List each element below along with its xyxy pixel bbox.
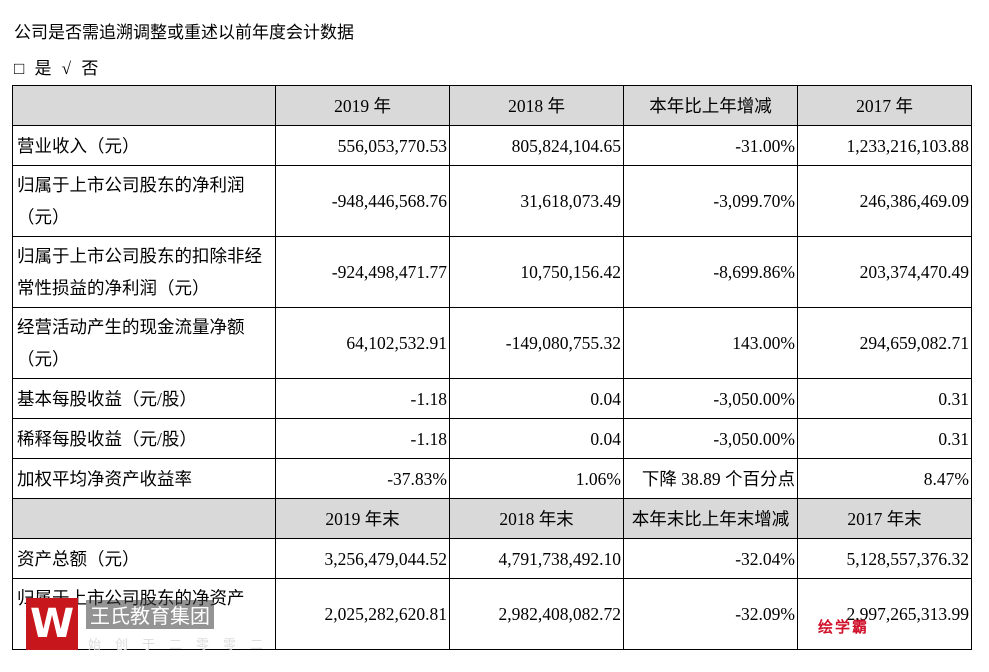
header-row: 2019 年末 2018 年末 本年末比上年末增减 2017 年末 (12, 498, 972, 539)
data-row: 加权平均净资产收益率 -37.83% 1.06% 下降 38.89 个百分点 8.47% (12, 458, 972, 499)
cell: 0.31 (797, 378, 972, 419)
row-label: 资产总额（元） (12, 538, 276, 579)
watermark-name: 王氏教育集团 (86, 600, 214, 629)
cell: -32.09% (623, 578, 798, 650)
header-blank (12, 85, 276, 126)
cell: -3,050.00% (623, 378, 798, 419)
cell: -3,050.00% (623, 418, 798, 459)
cell: -948,446,568.76 (275, 165, 450, 237)
data-row: 资产总额（元） 3,256,479,044.52 4,791,738,492.10-… (12, 538, 972, 579)
watermark-logo: W (26, 598, 78, 650)
column-header: 本年比上年增减 (623, 85, 798, 126)
cell: 0.31 (797, 418, 972, 459)
data-row: 归属于上市公司股东的净利润（元） -948,446,568.76 31,618,07… (12, 165, 972, 237)
cell: 2,982,408,082.72 (449, 578, 624, 650)
row-label: 稀释每股收益（元/股） (12, 418, 276, 459)
column-header: 2019 年末 (275, 498, 450, 539)
cell: -3,099.70% (623, 165, 798, 237)
cell: -1.18 (275, 378, 450, 419)
watermark-founded: 始创于二零零二 (88, 637, 278, 652)
heading: 公司是否需追溯调整或重述以前年度会计数据 (14, 23, 354, 42)
cell: 203,374,470.49 (797, 236, 972, 308)
data-row: 稀释每股收益（元/股） -1.18 0.04 -3,050.00% 0.31 (12, 418, 972, 459)
column-header: 2017 年末 (797, 498, 972, 539)
row-label: 营业收入（元） (12, 125, 276, 166)
cell: -37.83% (275, 458, 450, 499)
row-label: 加权平均净资产收益率 (12, 458, 276, 499)
cell: 8.47% (797, 458, 972, 499)
cell: 0.04 (449, 418, 624, 459)
column-header: 2017 年 (797, 85, 972, 126)
cell: 0.04 (449, 378, 624, 419)
row-label: 归属于上市公司股东的净利润（元） (12, 165, 276, 237)
cell: 294,659,082.71 (797, 307, 972, 379)
header-row: 2019 年 2018 年本年比上年增减 2017 年 (12, 85, 972, 126)
cell: 10,750,156.42 (449, 236, 624, 308)
cell: 4,791,738,492.10 (449, 538, 624, 579)
column-header: 2018 年末 (449, 498, 624, 539)
cell: -924,498,471.77 (275, 236, 450, 308)
data-row: 营业收入（元） 556,053,770.53 805,824,104.65 -31.0… (12, 125, 972, 166)
cell: 2,997,265,313.99 (797, 578, 972, 650)
cell: 64,102,532.91 (275, 307, 450, 379)
watermark-brand: 绘学霸 (818, 618, 870, 636)
choice: □ 是 √ 否 (14, 54, 98, 79)
cell: 5,128,557,376.32 (797, 538, 972, 579)
cell: 1,233,216,103.88 (797, 125, 972, 166)
cell: 805,824,104.65 (449, 125, 624, 166)
watermark: W 王氏教育集团 以人 始创于二零零二 (26, 598, 296, 658)
cell: 556,053,770.53 (275, 125, 450, 166)
cell: 143.00% (623, 307, 798, 379)
cell: 1.06% (449, 458, 624, 499)
cell: -1.18 (275, 418, 450, 459)
header-blank (12, 498, 276, 539)
watermark-slogan: 以人 (238, 608, 266, 623)
column-header: 2019 年 (275, 85, 450, 126)
data-row: 归属于上市公司股东的净资产（元）2,025,282,620.812,982,40… (12, 578, 972, 650)
checkbox: □ (14, 59, 25, 78)
cell: 下降 38.89 个百分点 (623, 458, 798, 499)
data-row: 归属于上市公司股东的扣除非经常性损益的净利润（元） -924,498,471.77… (12, 236, 972, 308)
cell: -31.00% (623, 125, 798, 166)
row-label: 经营活动产生的现金流量净额（元） (12, 307, 276, 379)
column-header: 本年末比上年末增减 (623, 498, 798, 539)
cell: -32.04% (623, 538, 798, 579)
column-header: 2018 年 (449, 85, 624, 126)
yes: 是 (34, 59, 52, 78)
check: √ (61, 59, 72, 78)
cell: 3,256,479,044.52 (275, 538, 450, 579)
data-table: 2019 年 2018 年本年比上年增减 2017 年营业收入（元） 556,053,… (12, 85, 972, 650)
row-label: 归属于上市公司股东的扣除非经常性损益的净利润（元） (12, 236, 276, 308)
cell: 31,618,073.49 (449, 165, 624, 237)
no: 否 (81, 59, 99, 78)
cell: -8,699.86% (623, 236, 798, 308)
cell: 246,386,469.09 (797, 165, 972, 237)
cell: -149,080,755.32 (449, 307, 624, 379)
cell: 2,025,282,620.81 (275, 578, 450, 650)
data-row: 经营活动产生的现金流量净额（元） 64,102,532.91 -149,080,75… (12, 307, 972, 379)
row-label: 基本每股收益（元/股） (12, 378, 276, 419)
data-row: 基本每股收益（元/股） -1.18 0.04 -3,050.00% 0.31 (12, 378, 972, 419)
